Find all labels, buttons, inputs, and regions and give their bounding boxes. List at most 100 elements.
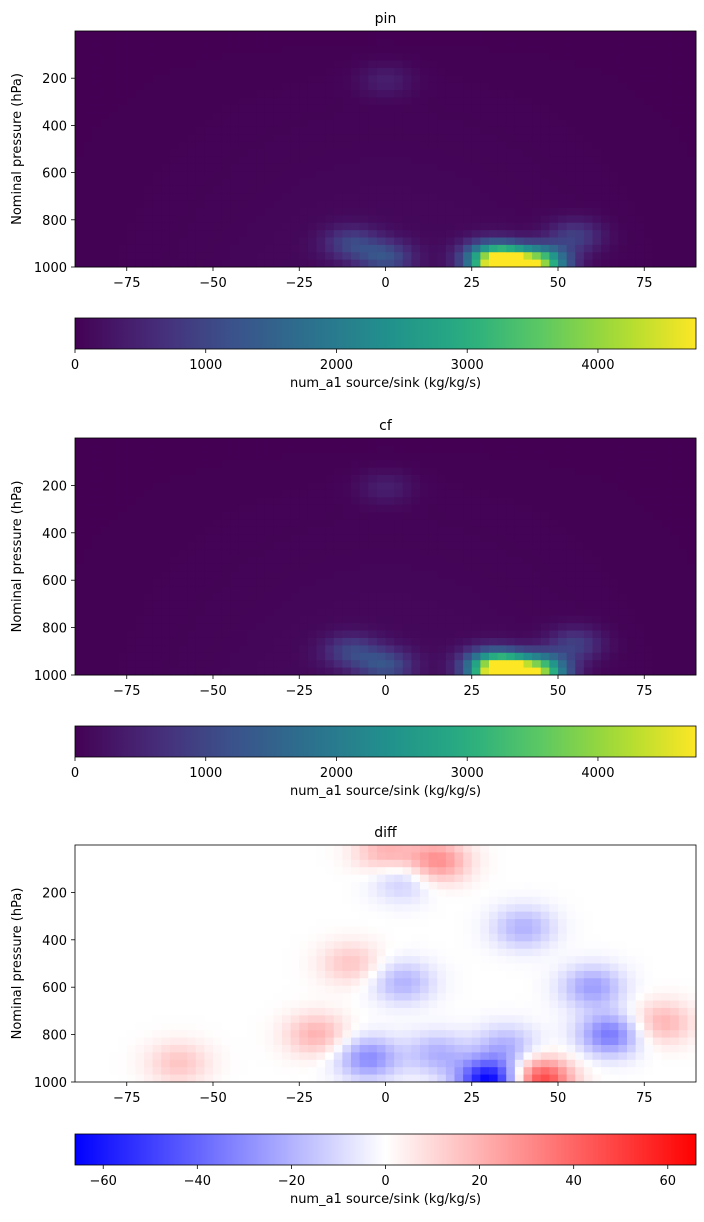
heatmap-cell (153, 112, 162, 120)
heatmap-cell (532, 564, 541, 572)
heatmap-cell (377, 519, 386, 527)
heatmap-cell (230, 61, 239, 69)
heatmap-cell (567, 564, 576, 572)
heatmap-cell (161, 164, 170, 172)
heatmap-cell (437, 557, 446, 565)
heatmap-cell (299, 534, 308, 542)
heatmap-cell (239, 445, 248, 453)
heatmap-cell (170, 542, 179, 550)
heatmap-cell (299, 83, 308, 91)
heatmap-cell (135, 1015, 144, 1023)
heatmap-cell (75, 127, 84, 135)
heatmap-cell (446, 223, 455, 231)
heatmap-cell (170, 245, 179, 253)
heatmap-cell (265, 616, 274, 624)
heatmap-cell (161, 519, 170, 527)
colorbar-label: num_a1 source/sink (kg/kg/s) (290, 784, 481, 799)
heatmap-cell (230, 260, 239, 268)
heatmap-cell (532, 208, 541, 216)
heatmap-cell (265, 586, 274, 594)
heatmap-cell (687, 142, 696, 150)
heatmap-cell (610, 171, 619, 179)
heatmap-cell (662, 512, 671, 520)
heatmap-cell (101, 579, 110, 587)
heatmap-cell (429, 75, 438, 83)
chart-title: diff (374, 825, 397, 841)
heatmap-cell (118, 926, 127, 934)
heatmap-cell (299, 120, 308, 128)
heatmap-cell (506, 586, 515, 594)
heatmap-cell (377, 260, 386, 268)
heatmap-cell (567, 186, 576, 194)
heatmap-cell (575, 252, 584, 260)
heatmap-cell (170, 453, 179, 461)
heatmap-cell (161, 193, 170, 201)
heatmap-cell (84, 971, 93, 979)
heatmap-cell (524, 142, 533, 150)
heatmap-cell (92, 867, 101, 875)
heatmap-cell (144, 971, 153, 979)
heatmap-cell (644, 53, 653, 61)
heatmap-cell (644, 505, 653, 513)
heatmap-cell (489, 186, 498, 194)
heatmap-cell (118, 186, 127, 194)
heatmap-cell (144, 941, 153, 949)
heatmap-cell (144, 497, 153, 505)
heatmap-cell (239, 186, 248, 194)
heatmap-cell (144, 38, 153, 46)
heatmap-cell (291, 215, 300, 223)
heatmap-cell (325, 549, 334, 557)
heatmap-cell (368, 616, 377, 624)
heatmap-cell (437, 61, 446, 69)
heatmap-cell (506, 601, 515, 609)
heatmap-cell (411, 557, 420, 565)
heatmap-cell (532, 223, 541, 231)
heatmap-cell (584, 252, 593, 260)
heatmap-cell (429, 579, 438, 587)
heatmap-cell (463, 616, 472, 624)
heatmap-cell (498, 179, 507, 187)
heatmap-cell (256, 645, 265, 653)
heatmap-cell (498, 112, 507, 120)
heatmap-cell (92, 482, 101, 490)
heatmap-cell (429, 445, 438, 453)
heatmap-cell (230, 586, 239, 594)
heatmap-cell (291, 230, 300, 238)
heatmap-cell (636, 142, 645, 150)
heatmap-cell (204, 601, 213, 609)
heatmap-cell (92, 1030, 101, 1038)
heatmap-cell (84, 623, 93, 631)
heatmap-cell (524, 482, 533, 490)
heatmap-cell (351, 623, 360, 631)
heatmap-cell (558, 31, 567, 39)
heatmap-cell (636, 608, 645, 616)
heatmap-cell (273, 164, 282, 172)
heatmap-cell (351, 142, 360, 150)
heatmap-cell (291, 97, 300, 105)
heatmap-cell (351, 475, 360, 483)
heatmap-cell (472, 208, 481, 216)
heatmap-cell (360, 164, 369, 172)
heatmap-cell (282, 223, 291, 231)
heatmap-cell (429, 83, 438, 91)
heatmap-cell (627, 38, 636, 46)
heatmap-cell (446, 97, 455, 105)
heatmap-cell (593, 660, 602, 668)
heatmap-cell (480, 193, 489, 201)
heatmap-cell (110, 438, 119, 446)
heatmap-cell (610, 534, 619, 542)
heatmap-cell (135, 193, 144, 201)
heatmap-cell (687, 482, 696, 490)
heatmap-cell (403, 460, 412, 468)
heatmap-cell (135, 1052, 144, 1060)
heatmap-cell (282, 186, 291, 194)
heatmap-cell (584, 223, 593, 231)
heatmap-cell (351, 120, 360, 128)
heatmap-cell (524, 260, 533, 268)
heatmap-cell (222, 193, 231, 201)
heatmap-cell (377, 468, 386, 476)
heatmap-cell (463, 549, 472, 557)
heatmap-cell (135, 875, 144, 883)
heatmap-cell (679, 230, 688, 238)
heatmap-cell (135, 186, 144, 194)
